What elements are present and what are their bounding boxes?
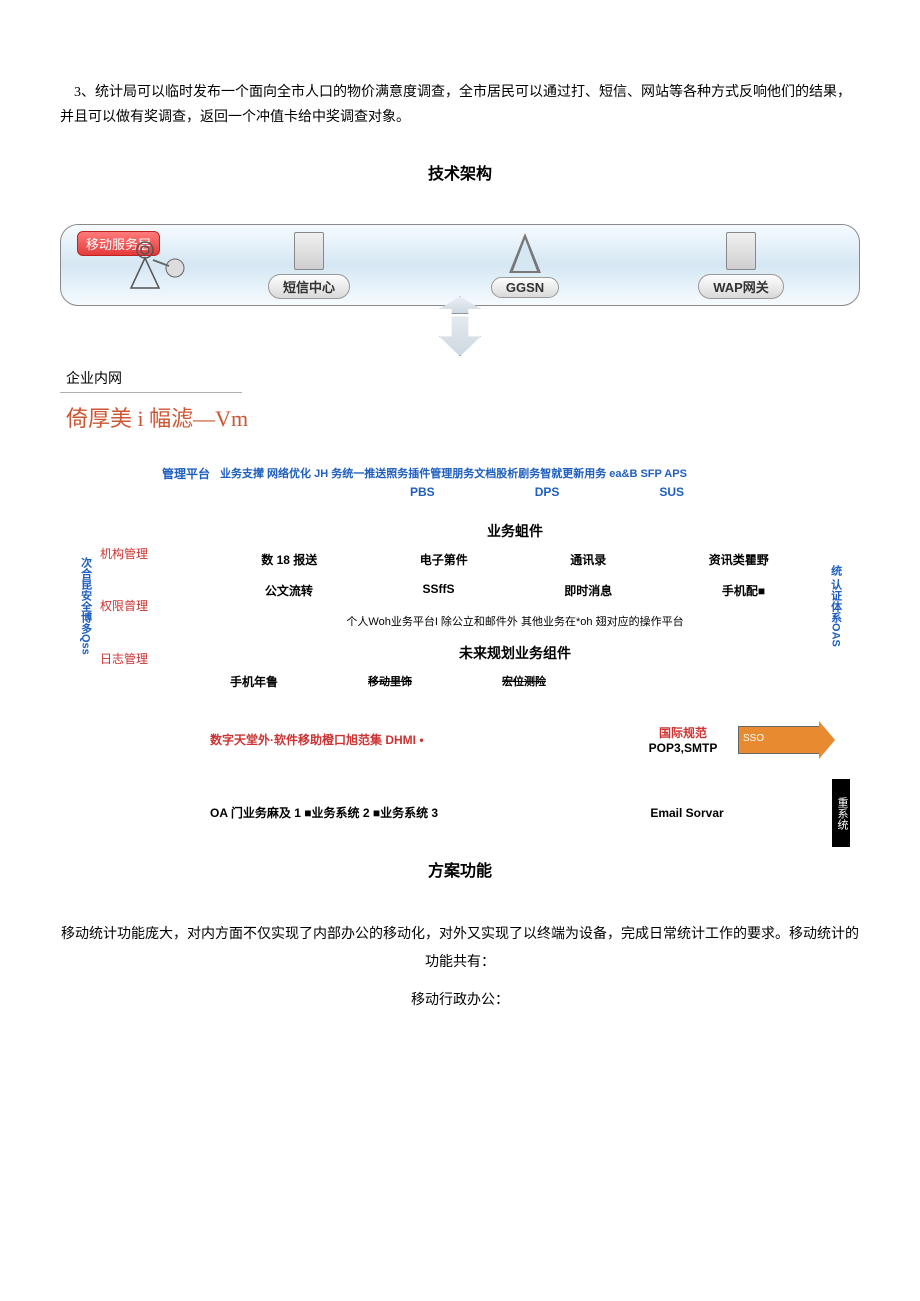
node-wap-gateway: WAP网关 xyxy=(633,232,849,299)
intro-paragraph: 3、统计局可以临时发布一个面向全市人口的物价满意度调查，全市居民可以通过打、短信… xyxy=(60,80,860,130)
intranet-label: 企业内网 xyxy=(60,364,242,393)
biz-components-title: 业务蛆件 xyxy=(210,521,820,541)
comp-item: 资讯类瞿野 xyxy=(709,551,769,568)
comp-item: 移动里饰 xyxy=(368,673,412,690)
node-label: WAP网关 xyxy=(698,274,784,299)
comp-item: 电子第件 xyxy=(420,551,468,568)
org-mgmt: 机构管理 xyxy=(100,545,210,562)
antenna-icon xyxy=(121,238,201,293)
pbs-label: PBS xyxy=(410,485,435,499)
pop-smtp: POP3,SMTP xyxy=(628,741,738,755)
left-vert-label: 次合昆安全博多Qss xyxy=(78,557,91,655)
right-vert-label: 统 认证体系OAS xyxy=(828,565,841,647)
comp-item: 手机年鲁 xyxy=(230,673,278,690)
mgmt-platform-label: 管理平台 xyxy=(162,467,210,481)
node-label: GGSN xyxy=(491,277,559,298)
comp-item: 通讯录 xyxy=(570,551,606,568)
perm-mgmt: 权限曾理 xyxy=(100,597,210,614)
server-icon xyxy=(294,232,324,270)
comp-item: SSffS xyxy=(423,582,455,599)
oa-systems: OA 门业务麻及 1 ■业务系统 2 ■业务系统 3 xyxy=(210,806,438,820)
dps-label: DPS xyxy=(535,485,560,499)
sso-label: SSO xyxy=(739,727,768,750)
comp-item: 手机配■ xyxy=(722,582,765,599)
top-diagram: 移动服务层 短信中心 GGSN WAP网关 xyxy=(60,224,860,354)
biz-row-2: 公文流转 SSffS 即时消息 手机配■ xyxy=(210,582,820,599)
intl-spec: 国际规范 xyxy=(628,724,738,741)
arch-title: 技术架构 xyxy=(60,160,860,184)
comp-item: 数 18 报送 xyxy=(261,551,317,568)
node-sms-center: 短信中心 xyxy=(201,232,417,299)
sso-arrow: SSO xyxy=(738,726,820,754)
subtitle-red: 倚厚美 i 幅滤—Vm xyxy=(60,393,860,445)
node-label: 短信中心 xyxy=(268,274,350,299)
server-icon xyxy=(726,232,756,270)
support-line1: 业务支撵 网络优化 JH 务统一推送照务插件管理朋务文档股析剧务智就更新用务 e… xyxy=(220,465,850,481)
service-layer-bar: 移动服务层 短信中心 GGSN WAP网关 xyxy=(60,224,860,306)
black-block: 重系统 xyxy=(832,779,850,847)
biz-row-1: 数 18 报送 电子第件 通讯录 资讯类瞿野 xyxy=(210,551,820,568)
biz-note: 个人Woh业务平台I 除公立和邮件外 其他业务在*oh 翅对应的操作平台 xyxy=(210,613,820,629)
tower-icon xyxy=(509,233,541,273)
func-title: 方案功能 xyxy=(60,857,860,881)
platform-grid: 管理平台 业务支撵 网络优化 JH 务统一推送照务插件管理朋务文档股析剧务智就更… xyxy=(60,465,860,847)
email-sorvar: Email Sorvar xyxy=(632,806,742,820)
bidir-arrow xyxy=(60,306,860,354)
node-ggsn: GGSN xyxy=(417,233,633,298)
func-para-1: 移动统计功能庞大，对内方面不仅实现了内部办公的移动化，对外又实现了以终端为设备，… xyxy=(60,921,860,977)
comp-item: 公文流转 xyxy=(265,582,313,599)
future-components-title: 未来规划业务组件 xyxy=(210,643,820,663)
func-para-2: 移动行政办公： xyxy=(60,987,860,1015)
comp-item: 宏位测险 xyxy=(502,673,546,690)
sus-label: SUS xyxy=(659,485,684,499)
log-mgmt: 日志管理 xyxy=(100,650,210,667)
comp-item: 即时消息 xyxy=(564,582,612,599)
dhmi-label: 数字天堂外·软件移助橙口旭范集 DHMI • xyxy=(210,733,424,747)
future-row: 手机年鲁 移动里饰 宏位测险 xyxy=(210,673,820,690)
